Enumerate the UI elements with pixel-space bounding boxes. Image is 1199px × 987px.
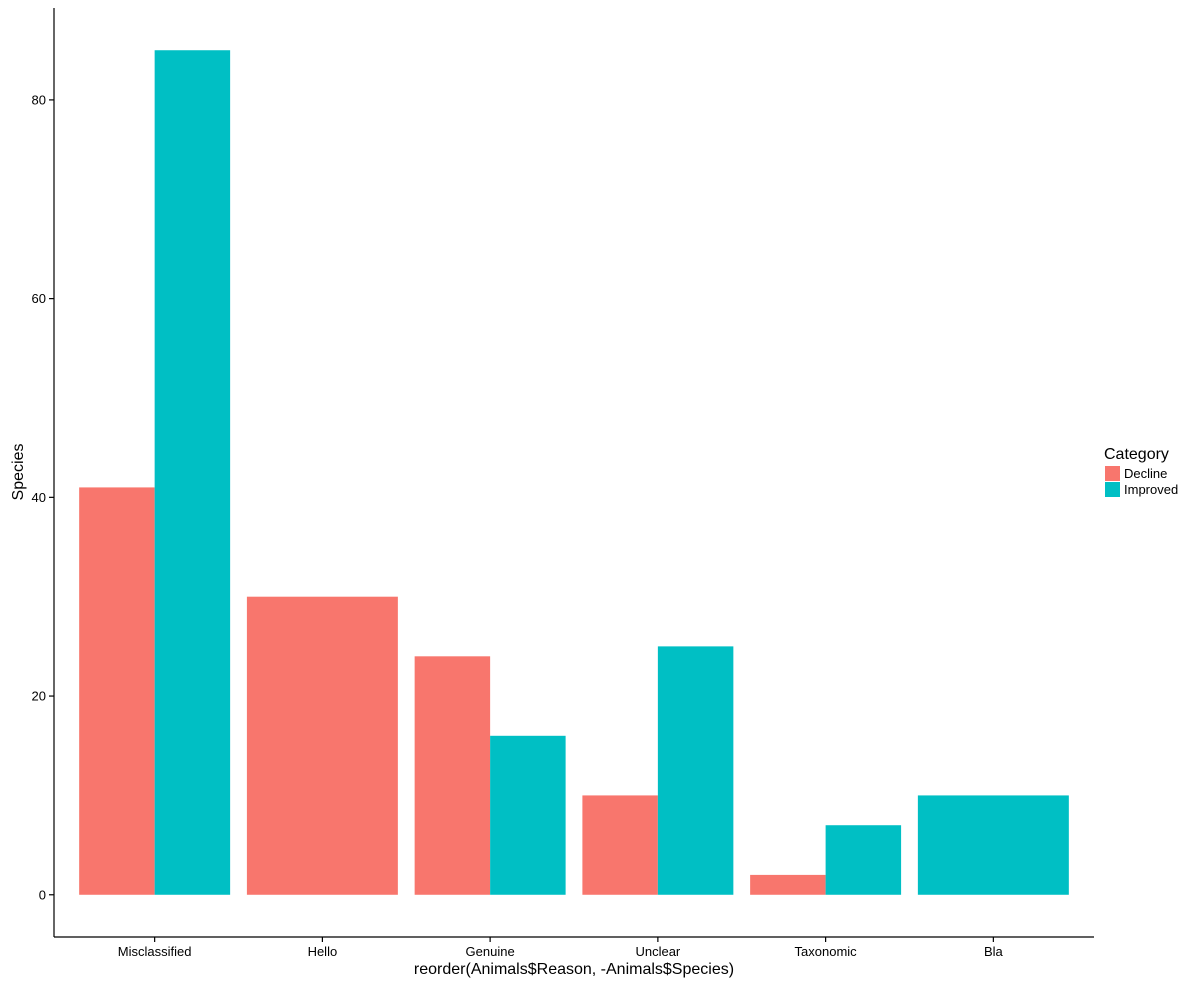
axes-layer — [53, 8, 1094, 938]
legend-label-improved: Improved — [1124, 482, 1178, 497]
y-tick-label: 0 — [39, 887, 46, 902]
x-tick-label: Hello — [308, 944, 338, 959]
y-tick-label: 40 — [32, 490, 46, 505]
bar-improved-taxonomic — [825, 825, 902, 895]
x-tick-label: Misclassified — [118, 944, 192, 959]
bar-decline-hello — [246, 596, 398, 895]
y-axis-title: Species — [10, 444, 27, 501]
x-axis-title: reorder(Animals$Reason, -Animals$Species… — [414, 961, 734, 978]
legend-key-decline — [1105, 466, 1120, 481]
legend-label-decline: Decline — [1124, 466, 1167, 481]
bar-decline-unclear — [582, 795, 658, 895]
bar-improved-bla — [917, 795, 1069, 895]
bar-decline-misclassified — [79, 487, 155, 895]
x-tick-label: Unclear — [635, 944, 680, 959]
x-tick-label: Bla — [984, 944, 1004, 959]
y-tick-label: 80 — [32, 92, 46, 107]
legend-key-improved — [1105, 482, 1120, 497]
bar-decline-genuine — [414, 656, 491, 895]
x-tick-label: Genuine — [466, 944, 515, 959]
legend-title: Category — [1104, 446, 1169, 463]
x-ticks: Misclassified Hello Genuine Unclear Taxonomi… — [118, 937, 1004, 959]
x-tick-label: Taxonomic — [795, 944, 858, 959]
bar-improved-misclassified — [154, 50, 231, 895]
bars-layer — [79, 50, 1069, 895]
y-tick-label: 60 — [32, 291, 46, 306]
bar-improved-genuine — [490, 735, 566, 895]
bar-decline-taxonomic — [750, 874, 826, 895]
bar-improved-unclear — [657, 646, 734, 895]
y-ticks: 0 20 40 60 80 — [32, 92, 54, 902]
y-tick-label: 20 — [32, 689, 46, 704]
